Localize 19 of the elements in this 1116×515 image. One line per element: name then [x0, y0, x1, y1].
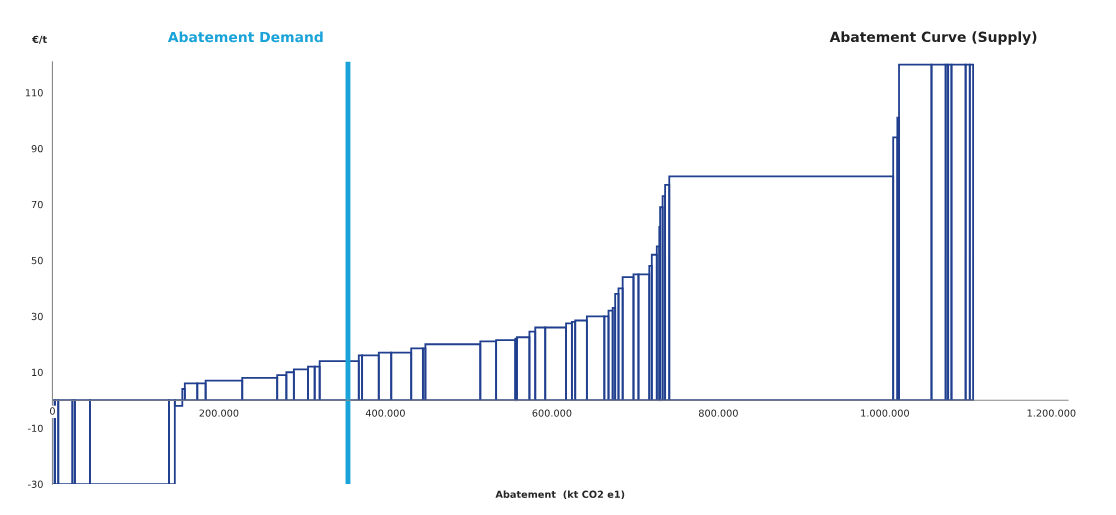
- ref-line-label: Abatement Demand: [167, 31, 323, 43]
- y-axis-title: €/t: [31, 35, 47, 44]
- y-tick-label: 30: [31, 312, 43, 321]
- x-tick-label: 1.000.000: [861, 409, 909, 417]
- x-tick-label: 200.000: [199, 409, 239, 417]
- x-tick-label: 800.000: [698, 409, 738, 417]
- y-tick-label: 70: [31, 200, 43, 209]
- text: Abatement Curve (Supply): [829, 31, 1037, 45]
- y-tick-label: 50: [31, 256, 43, 265]
- x-tick-label: 400.000: [365, 409, 405, 417]
- y-tick-label: 10: [32, 368, 43, 377]
- x-tick-label: 0: [50, 407, 55, 415]
- y-tick-label: -10: [28, 424, 43, 432]
- x-tick-label: 1.200.000: [1027, 409, 1076, 417]
- x-tick-label: 600.000: [532, 409, 572, 417]
- y-tick-label: -30: [28, 480, 43, 488]
- y-tick-label: 90: [31, 144, 43, 153]
- y-tick-label: 110: [25, 89, 43, 97]
- x-axis-title: Abatement (kt CO2 e1): [495, 490, 625, 500]
